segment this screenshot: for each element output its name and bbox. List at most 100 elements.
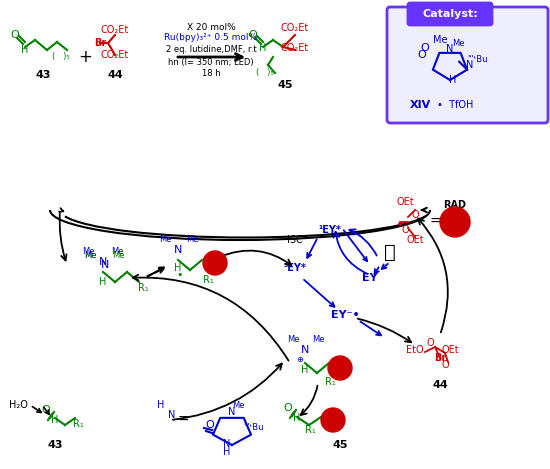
Text: 43: 43: [35, 70, 51, 80]
Text: (   )₅: ( )₅: [256, 68, 274, 77]
Text: Me: Me: [186, 235, 198, 244]
Circle shape: [203, 251, 227, 275]
Text: R: R: [336, 363, 344, 373]
Text: 45: 45: [332, 440, 348, 450]
Text: RAD: RAD: [443, 200, 466, 210]
Text: O: O: [401, 225, 409, 235]
Text: Me: Me: [84, 250, 96, 259]
Text: H: H: [301, 365, 309, 375]
Text: R: R: [211, 258, 219, 268]
Text: O: O: [206, 420, 214, 430]
Text: 44: 44: [432, 380, 448, 390]
Text: O: O: [421, 43, 430, 53]
Text: +: +: [78, 48, 92, 66]
Text: H: H: [449, 75, 456, 85]
Circle shape: [321, 408, 345, 432]
Text: O: O: [417, 50, 426, 60]
Text: ⊕: ⊕: [296, 356, 304, 364]
Text: Br: Br: [94, 38, 106, 48]
Text: N: N: [101, 260, 109, 270]
Text: N: N: [223, 439, 230, 449]
Text: R₁: R₁: [138, 283, 148, 293]
Text: •  TfOH: • TfOH: [437, 100, 473, 110]
Text: Me: Me: [159, 235, 171, 244]
Text: O: O: [284, 403, 293, 413]
Text: '''ᵗBu: '''ᵗBu: [244, 423, 264, 431]
Text: N: N: [168, 410, 175, 420]
Text: N: N: [301, 345, 309, 355]
Text: O: O: [441, 360, 449, 370]
Text: (   )₅: ( )₅: [52, 52, 70, 61]
Text: CO₂Et: CO₂Et: [101, 50, 129, 60]
Text: •: •: [177, 270, 183, 280]
Text: Ru(bpy)₃²⁺ 0.5 mol%: Ru(bpy)₃²⁺ 0.5 mol%: [164, 33, 257, 43]
Text: 43: 43: [47, 440, 63, 450]
Text: H₂O: H₂O: [9, 400, 28, 410]
Text: EtO: EtO: [406, 345, 424, 355]
Text: 18 h: 18 h: [202, 68, 221, 77]
Text: O: O: [249, 30, 257, 40]
FancyBboxPatch shape: [387, 7, 548, 123]
Text: N: N: [466, 60, 474, 70]
Text: H: H: [259, 43, 267, 53]
Text: O: O: [426, 338, 434, 348]
Text: R₁: R₁: [202, 275, 213, 285]
Text: OEt: OEt: [406, 235, 424, 245]
Text: 45: 45: [277, 80, 293, 90]
Text: O: O: [42, 405, 51, 415]
Text: Me: Me: [112, 250, 124, 259]
Text: N: N: [228, 407, 236, 417]
Text: •: •: [396, 218, 404, 232]
Text: Br: Br: [434, 353, 446, 363]
Text: ¹EY*: ¹EY*: [318, 225, 342, 235]
Text: EY: EY: [362, 273, 378, 283]
Text: R̊: R̊: [450, 215, 460, 228]
Text: R: R: [329, 415, 337, 425]
Text: =: =: [177, 413, 189, 427]
Text: CO₂Et: CO₂Et: [101, 25, 129, 35]
Circle shape: [328, 356, 352, 380]
Text: N: N: [446, 44, 454, 54]
Text: 2 eq. lutidine,DMF, r.t: 2 eq. lutidine,DMF, r.t: [166, 45, 256, 54]
Text: 44: 44: [107, 70, 123, 80]
Text: H: H: [51, 415, 59, 425]
Text: ISC: ISC: [287, 235, 303, 245]
Text: =: =: [429, 215, 441, 229]
Text: Me: Me: [433, 35, 447, 45]
Text: hn (l= 350 nm; LED): hn (l= 350 nm; LED): [168, 58, 254, 67]
Text: OEt: OEt: [396, 197, 414, 207]
Text: CO₂Et: CO₂Et: [281, 23, 309, 33]
Text: OEt: OEt: [441, 345, 459, 355]
Text: Me: Me: [84, 250, 96, 259]
Text: R₁: R₁: [324, 377, 336, 387]
Text: Me: Me: [452, 38, 464, 47]
Text: N: N: [174, 245, 182, 255]
Text: N: N: [99, 257, 107, 267]
Text: CO₂Et: CO₂Et: [281, 43, 309, 53]
Text: X 20 mol%: X 20 mol%: [186, 23, 235, 32]
Text: R: R: [211, 261, 219, 271]
FancyBboxPatch shape: [408, 3, 492, 25]
Text: R₁: R₁: [73, 419, 84, 429]
Text: Me: Me: [82, 248, 94, 257]
Text: H: H: [174, 263, 182, 273]
Text: Catalyst:: Catalyst:: [422, 9, 478, 19]
Circle shape: [440, 207, 470, 237]
Text: H: H: [100, 277, 107, 287]
Text: Me: Me: [312, 335, 324, 345]
Text: 💡: 💡: [384, 242, 396, 262]
Text: H: H: [223, 447, 230, 457]
Text: Me: Me: [287, 335, 299, 345]
Text: H: H: [293, 413, 301, 423]
Text: R₁: R₁: [305, 425, 315, 435]
Text: XIV: XIV: [409, 100, 431, 110]
Text: Me: Me: [232, 401, 244, 409]
Text: H: H: [21, 45, 29, 55]
Text: '''ᵗBu: '''ᵗBu: [468, 55, 488, 65]
Text: O: O: [10, 30, 19, 40]
Text: Me: Me: [111, 248, 123, 257]
Text: H: H: [157, 400, 164, 410]
Text: EY⁻•: EY⁻•: [331, 310, 359, 320]
Text: ³EY*: ³EY*: [284, 263, 306, 273]
Text: O: O: [411, 210, 419, 220]
